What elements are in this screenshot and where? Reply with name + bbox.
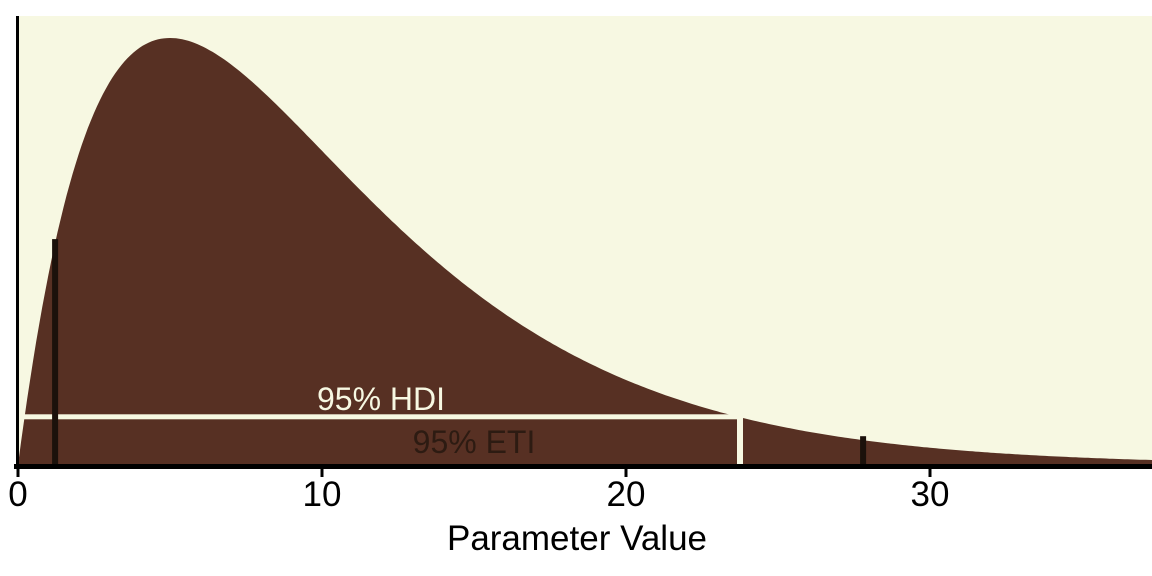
x-tick-mark: [320, 469, 324, 477]
density-area: [18, 38, 1152, 465]
x-axis-title: Parameter Value: [447, 519, 707, 558]
y-axis-line: [16, 16, 19, 465]
hdi-upper-bound-tick: [737, 412, 743, 466]
x-axis-ticks: 0 10 20 30: [8, 469, 949, 514]
hdi-label: 95% HDI: [317, 381, 445, 417]
x-tick-mark: [624, 469, 628, 477]
x-tick-mark: [928, 469, 932, 477]
x-tick-label: 10: [303, 475, 342, 514]
x-tick-label: 30: [911, 475, 950, 514]
eti-upper-bound-tick: [860, 436, 867, 467]
x-tick-mark: [16, 469, 20, 477]
hdi-interval-line: [19, 414, 743, 420]
eti-label: 95% ETI: [413, 424, 536, 460]
x-tick-label: 0: [8, 475, 27, 514]
x-tick-label: 20: [607, 475, 646, 514]
x-axis-line: [14, 464, 1152, 469]
eti-lower-bound-tick: [52, 239, 59, 467]
